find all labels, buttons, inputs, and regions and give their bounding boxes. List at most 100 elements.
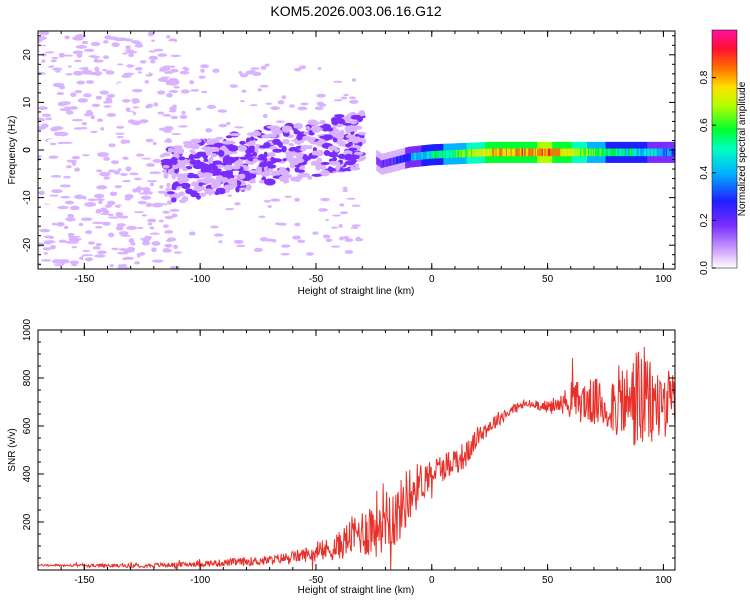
spectrogram-cell <box>500 148 503 157</box>
y-tick-label: -10 <box>22 190 33 205</box>
spectrogram-cell <box>406 153 409 162</box>
spectrogram-cell <box>271 171 278 175</box>
spectrogram-cell <box>478 149 481 157</box>
spectrogram-cell <box>642 148 645 157</box>
spectrogram-cell <box>130 62 138 66</box>
spectrogram-cell <box>523 148 526 157</box>
spectrogram-cell <box>171 183 177 191</box>
spectrogram-cell <box>164 243 173 248</box>
x-tick-label: 0 <box>429 274 435 285</box>
spectrogram-cell <box>115 211 124 217</box>
spectrogram-cell <box>235 186 240 193</box>
spectrogram-cell <box>531 148 534 157</box>
spectrogram-cell <box>165 93 173 98</box>
spectrogram-cell <box>125 152 138 156</box>
spectrogram-cell <box>60 195 71 199</box>
spectrogram-cell <box>123 72 135 76</box>
spectrogram-cell <box>610 148 613 157</box>
spectrogram-cell <box>327 161 337 165</box>
spectrogram-cell <box>59 184 71 188</box>
spectrogram-cell <box>334 114 345 118</box>
spectrogram-cell <box>134 66 143 71</box>
snr-x-ticks: -150 -100 -50 0 50 100 <box>37 330 672 586</box>
spectrogram-cell <box>38 190 45 196</box>
spectrogram-cell <box>116 125 125 129</box>
spectrogram-cell <box>245 70 254 75</box>
spectrogram-cell <box>517 148 520 157</box>
spectrogram-cell <box>467 149 470 158</box>
spectrogram-cell <box>157 90 166 95</box>
spectrogram-cell <box>217 109 228 113</box>
spectrogram-cell <box>50 244 56 250</box>
x-tick-label: -50 <box>309 575 324 586</box>
spectrogram-cell <box>145 202 153 208</box>
spectrogram-cell <box>152 158 162 163</box>
spectrogram-cell <box>128 238 134 244</box>
spectrogram-cell <box>239 187 247 191</box>
spectrogram-cell <box>95 243 102 247</box>
spectrogram-cell <box>125 107 131 112</box>
spectrogram-cell <box>350 226 359 229</box>
spectrogram-cell <box>155 235 167 240</box>
spectrogram-cell <box>322 234 331 239</box>
spectrogram-cell <box>377 157 380 166</box>
spectrogram-cell <box>344 238 354 243</box>
spectrogram-cell <box>170 68 179 72</box>
spectrogram-cell <box>277 100 285 105</box>
spectrogram-cell <box>394 156 397 165</box>
spectrogram-cell <box>162 65 173 68</box>
spectrogram-cell <box>573 148 576 157</box>
x-tick-label: 0 <box>429 575 435 586</box>
spectrogram-cell <box>335 134 342 138</box>
spectrogram-cell <box>183 67 190 72</box>
spectrogram-cell <box>69 205 80 211</box>
spectrogram-cell <box>299 172 310 178</box>
spectrogram-cell <box>655 148 658 157</box>
spectrogram-cell <box>122 156 129 160</box>
spectrogram-cell <box>129 172 139 176</box>
spectrogram-cell <box>120 139 128 144</box>
spectrogram-cell <box>296 134 303 141</box>
spectrogram-cell <box>526 148 529 157</box>
spectrogram-cell <box>206 104 217 110</box>
spectrogram-cell <box>276 139 281 146</box>
spectrogram-cell <box>488 148 491 157</box>
spectrogram-cell <box>189 80 195 85</box>
spectrogram-cell <box>578 148 581 157</box>
spectrogram-cell <box>225 135 233 139</box>
spectrogram-cell <box>76 80 86 85</box>
spectrogram-cell <box>134 43 144 48</box>
spectrogram-cell <box>38 36 47 41</box>
y-tick-label: 400 <box>22 465 33 482</box>
spectrogram-cell <box>78 222 84 227</box>
spectrogram-cell <box>116 135 125 139</box>
spectrogram-cell <box>147 31 154 37</box>
spectrogram-cell <box>162 113 172 117</box>
spectrogram-cell <box>198 75 206 79</box>
spectrogram-cell <box>157 111 165 115</box>
spectrogram-cell <box>482 148 485 157</box>
spectrogram-cell <box>519 148 522 157</box>
spectrogram-cell <box>312 147 317 152</box>
spectrogram-cell <box>49 194 59 197</box>
spectrogram-cell <box>168 57 176 60</box>
spectrogram-cell <box>266 125 279 129</box>
figure-title: KOM5.2026.003.06.16.G12 <box>270 3 441 19</box>
spectrogram-cell <box>65 216 76 222</box>
spectrogram-cell <box>460 149 463 158</box>
spectrogram-cell <box>606 148 609 157</box>
spectrogram-cell <box>263 142 271 149</box>
spectrogram-cell <box>275 120 286 123</box>
spectrogram-cell <box>51 126 64 131</box>
spectrogram-cell <box>126 64 134 68</box>
spectrogram-cell <box>325 238 333 243</box>
spectrogram-cell <box>55 70 61 73</box>
spectrogram-cell <box>595 148 598 157</box>
spectrogram-cell <box>200 68 205 73</box>
spectrogram-cell <box>157 77 169 82</box>
spectrogram-cell <box>540 148 543 157</box>
spectrogram-cell <box>270 106 281 111</box>
spectrogram-cell <box>124 111 134 116</box>
spectrogram-cell <box>293 122 303 130</box>
spectrogram-cell <box>471 149 474 157</box>
